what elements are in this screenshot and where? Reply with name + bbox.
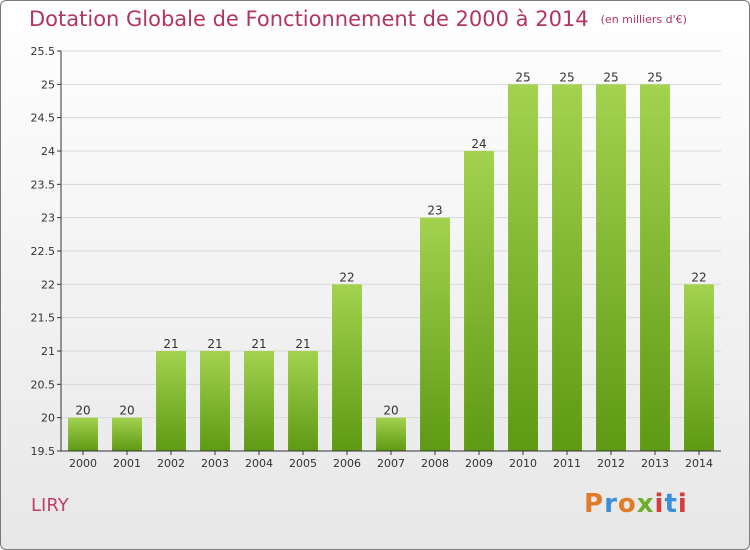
bar [288, 351, 318, 451]
y-tick-label: 24 [41, 145, 55, 158]
bar [112, 417, 142, 451]
logo-letter: r [604, 489, 618, 519]
y-tick-label: 25.5 [31, 45, 56, 58]
y-tick-label: 21 [41, 345, 55, 358]
logo-letter: t [664, 489, 678, 519]
y-tick-label: 25 [41, 78, 55, 91]
x-tick-label: 2001 [113, 457, 141, 470]
y-tick-label: 24.5 [31, 112, 56, 125]
x-tick-label: 2013 [641, 457, 669, 470]
bar [376, 417, 406, 451]
x-tick-label: 2014 [685, 457, 713, 470]
y-tick-label: 23 [41, 212, 55, 225]
x-tick-label: 2011 [553, 457, 581, 470]
data-label: 21 [251, 337, 266, 351]
y-tick-label: 22.5 [31, 245, 56, 258]
data-label: 20 [119, 404, 134, 418]
x-tick-label: 2002 [157, 457, 185, 470]
data-label: 24 [471, 137, 486, 151]
y-tick-label: 23.5 [31, 178, 56, 191]
y-tick-label: 19.5 [31, 445, 56, 458]
chart-title: Dotation Globale de Fonctionnement de 20… [29, 7, 687, 31]
x-tick-label: 2000 [69, 457, 97, 470]
unit-note: (en milliers d'€) [600, 13, 687, 26]
logo-letter: i [677, 489, 688, 519]
bar [596, 84, 626, 451]
bar [464, 151, 494, 451]
x-tick-label: 2003 [201, 457, 229, 470]
x-tick-label: 2008 [421, 457, 449, 470]
data-label: 25 [559, 70, 574, 84]
bar [552, 84, 582, 451]
x-tick-label: 2012 [597, 457, 625, 470]
y-tick-label: 20 [41, 412, 55, 425]
logo-letter: P [584, 489, 605, 519]
proxiti-logo: Proxiti [584, 489, 688, 519]
x-tick-label: 2007 [377, 457, 405, 470]
logo-letter: x [636, 489, 655, 519]
data-label: 20 [383, 404, 398, 418]
y-tick-label: 20.5 [31, 378, 56, 391]
x-tick-label: 2009 [465, 457, 493, 470]
bar [68, 417, 98, 451]
bar [420, 217, 450, 451]
bar [508, 84, 538, 451]
data-label: 25 [647, 70, 662, 84]
bar [332, 284, 362, 451]
data-label: 21 [163, 337, 178, 351]
commune-name: LIRY [31, 495, 69, 516]
data-label: 21 [207, 337, 222, 351]
x-tick-label: 2006 [333, 457, 361, 470]
logo-letter: o [617, 489, 637, 519]
data-label: 22 [691, 270, 706, 284]
x-tick-label: 2004 [245, 457, 273, 470]
logo-letter: i [654, 489, 665, 519]
bar [200, 351, 230, 451]
bar [244, 351, 274, 451]
data-label: 25 [515, 70, 530, 84]
y-tick-label: 21.5 [31, 312, 56, 325]
data-label: 20 [75, 404, 90, 418]
data-label: 25 [603, 70, 618, 84]
bar [640, 84, 670, 451]
data-label: 21 [295, 337, 310, 351]
y-tick-label: 22 [41, 278, 55, 291]
x-tick-label: 2010 [509, 457, 537, 470]
chart-title-text: Dotation Globale de Fonctionnement de 20… [29, 7, 589, 31]
bar [156, 351, 186, 451]
data-label: 23 [427, 204, 442, 218]
data-label: 22 [339, 270, 354, 284]
bar [684, 284, 714, 451]
x-tick-label: 2005 [289, 457, 317, 470]
